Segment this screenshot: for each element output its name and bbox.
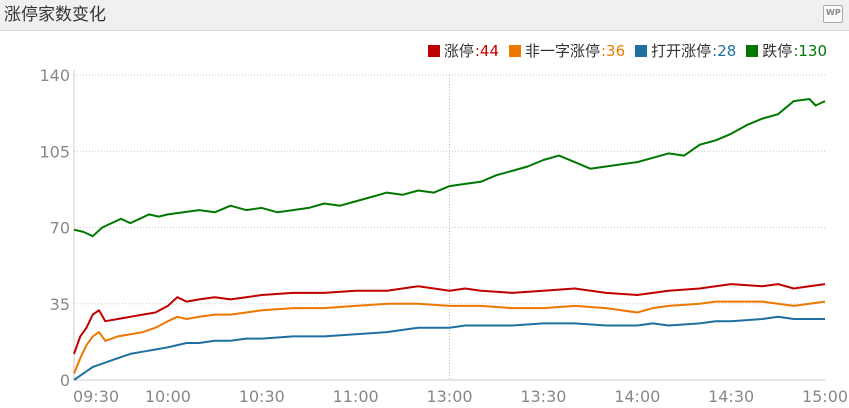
series-line (73, 315, 825, 381)
x-tick-label: 11:00 (333, 387, 379, 406)
legend-item-limit-up[interactable]: 涨停 :44 (427, 41, 499, 61)
legend-label: 涨停 (443, 42, 474, 60)
legend-value: :44 (474, 42, 499, 60)
legend-swatch (427, 45, 440, 57)
wp-icon[interactable]: WP (823, 5, 843, 23)
x-tick-label: 14:30 (708, 387, 754, 406)
legend-value: :28 (712, 42, 737, 60)
x-tick-label: 10:00 (145, 387, 191, 406)
legend: 涨停 :44 非一字涨停 :36 打开涨停 :28 跌停 :130 (427, 41, 827, 61)
x-tick-label: 14:00 (614, 387, 660, 406)
legend-value: :36 (601, 42, 626, 60)
x-tick-label: 13:30 (520, 387, 566, 406)
series-line (73, 98, 826, 238)
x-tick-label: 15:00 (802, 387, 848, 406)
series-line (73, 283, 826, 355)
legend-swatch (635, 45, 648, 57)
x-tick-label: 10:30 (239, 387, 285, 406)
legend-item-non-one-word[interactable]: 非一字涨停 :36 (508, 41, 626, 61)
chart-header: 涨停家数变化 WP (0, 0, 849, 31)
legend-item-opened[interactable]: 打开涨停 :28 (635, 41, 736, 61)
y-tick-label: 140 (39, 66, 70, 85)
y-tick-label: 105 (39, 142, 70, 161)
x-tick-label: 09:30 (73, 387, 119, 406)
legend-item-limit-down[interactable]: 跌停 :130 (746, 41, 827, 61)
legend-label: 非一字涨停 (524, 42, 600, 60)
y-tick-label: 70 (50, 219, 70, 238)
legend-value: :130 (793, 42, 827, 60)
wp-icon-text: WP (826, 8, 841, 17)
chart-title: 涨停家数变化 (4, 5, 106, 25)
legend-swatch (746, 45, 759, 57)
x-tick-label: 13:00 (426, 387, 472, 406)
y-tick-label: 0 (60, 371, 70, 390)
legend-swatch (508, 45, 521, 57)
y-tick-label: 35 (50, 295, 70, 314)
series-line (73, 300, 826, 374)
legend-label: 打开涨停 (651, 42, 712, 60)
legend-label: 跌停 (762, 42, 793, 60)
